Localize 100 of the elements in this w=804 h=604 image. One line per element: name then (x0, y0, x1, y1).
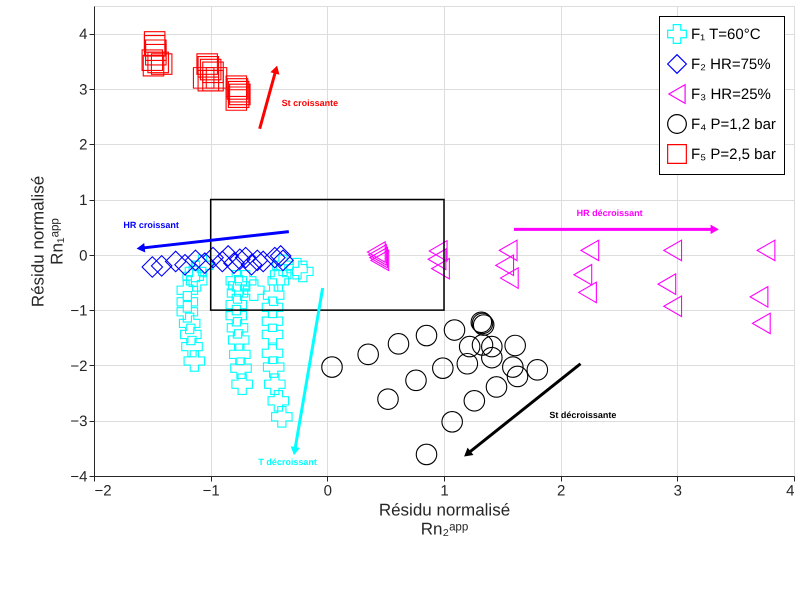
point (431, 258, 450, 280)
point (198, 70, 220, 92)
point (472, 334, 494, 356)
point (580, 240, 600, 262)
point (272, 250, 294, 272)
point (663, 240, 682, 262)
point (150, 53, 172, 75)
point (217, 245, 239, 267)
point (262, 324, 284, 346)
point (182, 266, 204, 288)
point (262, 342, 284, 364)
point (444, 319, 466, 341)
x-tick-label: −1 (202, 482, 220, 500)
x-tick-label: 4 (786, 482, 794, 500)
x-axis-title: Résidu normalisé Rn₂ᵃᵖᵖ (378, 500, 510, 538)
point (142, 54, 164, 77)
point (145, 39, 167, 62)
y-tick-label: 2 (79, 136, 88, 154)
point (377, 388, 399, 410)
point (502, 356, 524, 378)
annotation: St décroissante (549, 410, 616, 420)
point (184, 250, 206, 272)
point (150, 255, 172, 277)
y-tick-label: 4 (79, 26, 88, 44)
y-tick-label: −1 (70, 302, 88, 320)
x-tick-label: 2 (556, 482, 566, 500)
point (229, 344, 251, 366)
point (184, 260, 206, 282)
point (178, 312, 200, 334)
x-tick-label: 0 (324, 482, 332, 500)
point (231, 373, 253, 396)
y-tick-label: −3 (70, 413, 88, 430)
annotation: T décroissant (258, 457, 317, 468)
point (202, 246, 224, 268)
annotation: HR croissant (123, 220, 179, 230)
point (264, 373, 286, 396)
y-tick-label: 1 (79, 192, 88, 210)
point (495, 254, 514, 276)
point (663, 295, 682, 318)
point (752, 312, 771, 334)
legend-label: F₅ P=2,5 bar (691, 146, 776, 163)
point (226, 270, 248, 292)
point (202, 70, 224, 92)
point (145, 44, 167, 66)
point (192, 67, 214, 89)
point (357, 344, 379, 366)
x-tick-label: 3 (674, 482, 682, 500)
point (268, 390, 290, 412)
x-tick-label: 1 (440, 482, 449, 500)
point (181, 336, 203, 358)
point (481, 336, 503, 358)
point (234, 246, 256, 268)
annotation: HR décroissant (576, 208, 643, 218)
point (264, 246, 286, 268)
point (176, 279, 198, 302)
point (292, 260, 314, 282)
point (286, 258, 308, 280)
point (428, 248, 446, 270)
point (174, 254, 196, 276)
point (498, 240, 518, 262)
point (212, 250, 234, 272)
point (458, 336, 480, 358)
y-tick-label: −4 (70, 468, 88, 486)
point (464, 390, 486, 412)
point (504, 334, 526, 356)
point (270, 264, 292, 286)
point (272, 254, 294, 276)
legend-label: F₄ P=1,2 bar (691, 116, 776, 133)
point (262, 284, 284, 306)
point (142, 49, 164, 71)
point (144, 31, 166, 53)
point (405, 370, 427, 392)
point (456, 352, 478, 375)
point (506, 366, 528, 388)
y-tick-label: 0 (79, 247, 88, 264)
point (321, 356, 343, 378)
point (228, 329, 250, 351)
point (226, 317, 248, 339)
point (500, 267, 519, 289)
point (206, 67, 228, 89)
point (416, 444, 438, 466)
point (416, 324, 438, 346)
point (234, 270, 256, 292)
point (226, 282, 248, 304)
point (252, 250, 274, 272)
legend-label: F₂ HR=75% (691, 56, 771, 73)
point (756, 240, 776, 262)
point (142, 256, 164, 278)
point (180, 324, 202, 346)
point (186, 270, 208, 292)
point (176, 291, 198, 313)
point (262, 296, 284, 318)
y-axis-title: Résidu normalisé Rn₁ᵃᵖᵖ (28, 176, 66, 308)
point (223, 252, 245, 274)
point (147, 52, 169, 74)
legend-label: F₁ T=60°C (691, 26, 761, 43)
point (432, 357, 454, 379)
point (573, 264, 592, 286)
point (428, 240, 448, 262)
point (268, 270, 290, 292)
